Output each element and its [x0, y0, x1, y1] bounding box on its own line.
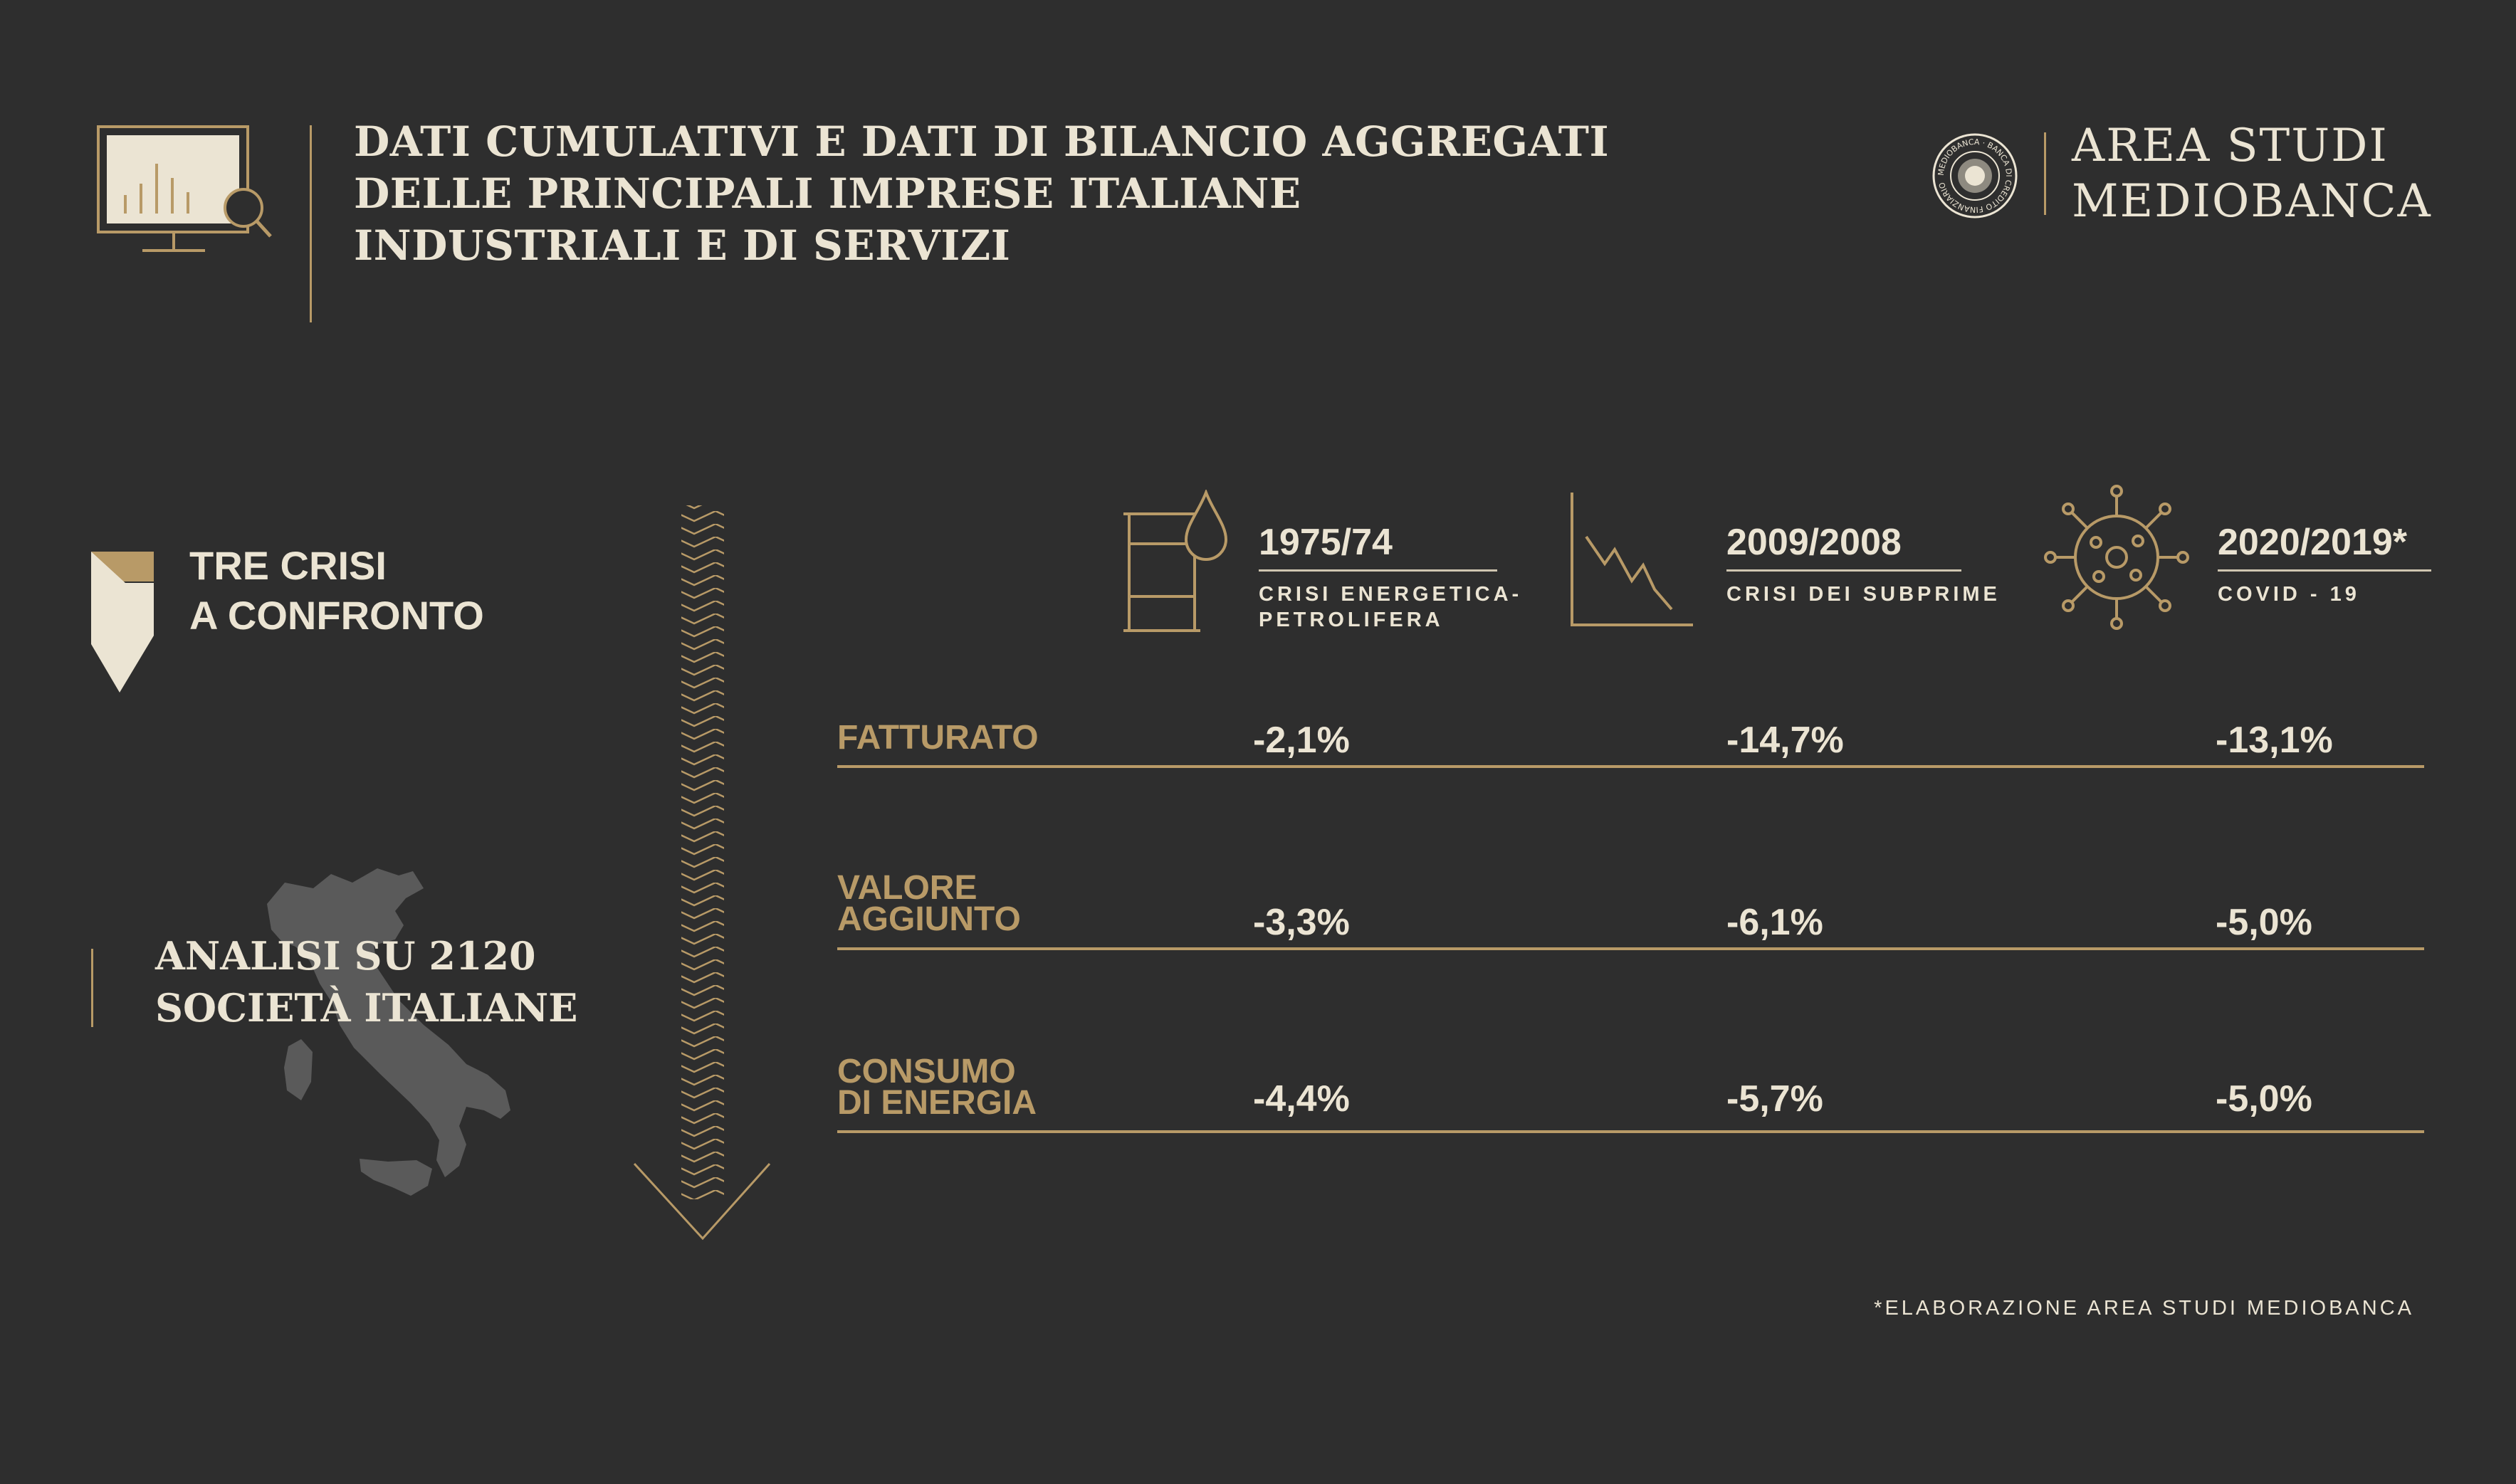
header-divider [310, 125, 312, 322]
metric-value: -14,7% [1726, 720, 1844, 761]
row-divider [837, 765, 2424, 768]
metric-label: FATTURATO [837, 719, 1039, 757]
brand-name: AREA STUDI MEDIOBANCA [2072, 118, 2432, 229]
period-label: COVID - 19 [2218, 583, 2360, 606]
period-rule [1726, 569, 1961, 572]
sample-size-text: ANALISI SU 2120 SOCIETÀ ITALIANE [155, 930, 577, 1034]
title-line: INDUSTRIALI E DI SERVIZI [354, 221, 1011, 270]
metric-label: AGGIUNTO [837, 900, 1021, 938]
period-year: 2020/2019* [2218, 522, 2408, 563]
row-divider [837, 1130, 2424, 1133]
brand-divider [2044, 132, 2046, 215]
period-rule [1259, 569, 1497, 572]
period-year: 2009/2008 [1726, 522, 1902, 563]
down-arrow-decoration [630, 498, 780, 1249]
virus-icon [2042, 483, 2191, 636]
falling-chart-icon [1565, 490, 1697, 636]
metric-label: DI ENERGIA [837, 1084, 1037, 1122]
metric-label: VALORE [837, 869, 977, 907]
analisi-line: SOCIETÀ ITALIANE [155, 985, 578, 1031]
period-header: 1975/74 CRISI ENERGETICA- PETROLIFERA [1259, 521, 1523, 633]
period-label: CRISI DEI SUBPRIME [1726, 583, 2001, 606]
metric-value: -6,1% [1726, 902, 1823, 943]
monitor-search-icon [95, 124, 273, 263]
metric-value: -5,0% [2216, 1078, 2312, 1120]
section-heading: TRE CRISI A CONFRONTO [189, 541, 484, 641]
period-label: PETROLIFERA [1259, 609, 1444, 631]
metric-value: -2,1% [1253, 720, 1350, 761]
oil-barrel-icon [1123, 488, 1230, 636]
heading-line: A CONFRONTO [189, 593, 484, 638]
analisi-line: ANALISI SU 2120 [155, 933, 536, 979]
italy-map-icon [253, 861, 523, 1221]
heading-line: TRE CRISI [189, 543, 387, 588]
metric-value: -5,0% [2216, 902, 2312, 943]
period-label: CRISI ENERGETICA- [1259, 583, 1523, 606]
metric-value: -3,3% [1253, 902, 1350, 943]
page-title: DATI CUMULATIVI E DATI DI BILANCIO AGGRE… [354, 116, 1707, 272]
title-line: DELLE PRINCIPALI IMPRESE ITALIANE [354, 169, 1301, 218]
mediobanca-seal-logo: MEDIOBANCA · BANCA DI CREDITO FINANZIARI… [1931, 132, 2019, 220]
period-rule [2218, 569, 2431, 572]
period-header: 2009/2008 CRISI DEI SUBPRIME [1726, 521, 2001, 607]
period-header: 2020/2019* COVID - 19 [2218, 521, 2431, 607]
section-marker-icon [91, 552, 157, 698]
brand-line: MEDIOBANCA [2072, 175, 2432, 228]
analisi-accent-bar [91, 949, 93, 1027]
footnote: *ELABORAZIONE AREA STUDI MEDIOBANCA [1874, 1297, 2414, 1320]
metric-value: -13,1% [2216, 720, 2333, 761]
metric-value: -4,4% [1253, 1078, 1350, 1120]
metric-label: CONSUMO [837, 1053, 1016, 1090]
metric-value: -5,7% [1726, 1078, 1823, 1120]
row-divider [837, 947, 2424, 950]
period-year: 1975/74 [1259, 522, 1393, 563]
title-line: DATI CUMULATIVI E DATI DI BILANCIO AGGRE… [354, 117, 1610, 166]
brand-line: AREA STUDI [2072, 120, 2389, 172]
